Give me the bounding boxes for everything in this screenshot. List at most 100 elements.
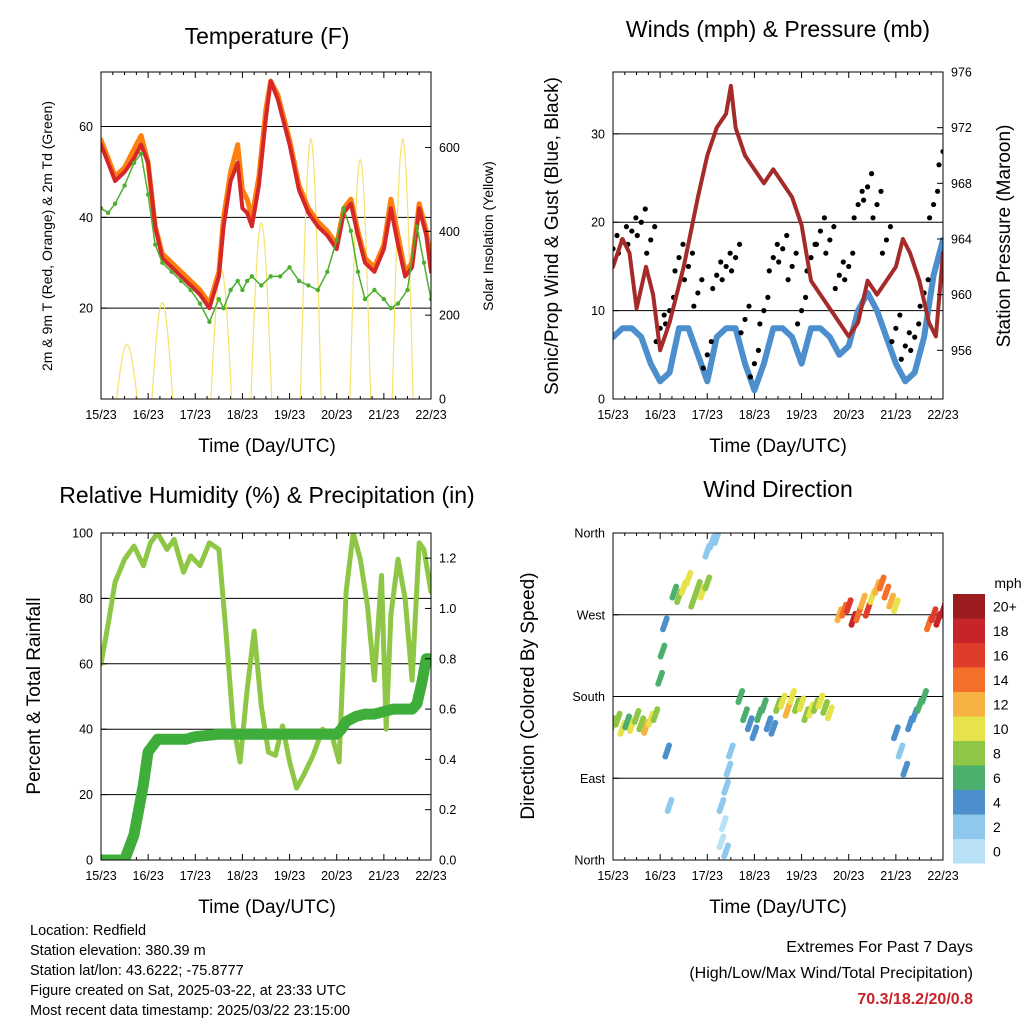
dewpoint-point xyxy=(240,287,245,293)
gust-point xyxy=(813,241,820,247)
gust-point xyxy=(672,268,678,274)
direction-title: Wind Direction xyxy=(703,476,853,502)
precip-line xyxy=(101,653,431,860)
insolation-line xyxy=(250,221,273,399)
gust-point xyxy=(736,241,743,247)
temperature-y2tick-label: 0 xyxy=(439,393,446,407)
gust-point xyxy=(855,201,861,208)
colorbar-swatch xyxy=(953,618,985,643)
temperature-xtick-label: 18/23 xyxy=(227,408,258,422)
dewpoint-point xyxy=(169,269,174,275)
direction-point xyxy=(722,815,729,822)
gust-point xyxy=(940,148,943,155)
humidity-panel: Relative Humidity (%) & Precipitation (i… xyxy=(24,482,475,918)
dewpoint-point xyxy=(395,301,401,306)
temperature-ylabel: 2m & 9m T (Red, Orange) & 2m Td (Green) xyxy=(39,101,55,371)
dewpoint-point xyxy=(178,278,184,284)
colorbar-label: 0 xyxy=(993,843,1001,859)
gust-point xyxy=(817,228,824,234)
dewpoint-point xyxy=(131,160,137,166)
direction-ytick-label: South xyxy=(572,690,605,704)
gust-point xyxy=(613,246,616,252)
gust-point xyxy=(776,259,782,265)
direction-xtick-label: 17/23 xyxy=(692,869,723,883)
winds-xtick-label: 21/23 xyxy=(880,408,911,422)
colorbar-title: mph xyxy=(994,575,1021,591)
temperature-ytick-label: 20 xyxy=(79,302,93,316)
humidity-ytick-label: 40 xyxy=(79,723,93,737)
dewpoint-point xyxy=(405,287,410,293)
gust-point xyxy=(689,250,696,256)
temperature-y2tick-label: 600 xyxy=(439,141,460,155)
humidity-xtick-label: 16/23 xyxy=(133,869,164,883)
humidity-xtick-label: 15/23 xyxy=(85,869,116,883)
direction-point xyxy=(828,704,835,711)
winds-xtick-label: 20/23 xyxy=(833,408,864,422)
gust-point xyxy=(738,330,744,336)
gust-point xyxy=(629,228,635,234)
winds-y2label: Station Pressure (Maroon) xyxy=(994,125,1015,348)
gust-point xyxy=(864,184,871,190)
gust-point xyxy=(842,277,848,283)
humidity-y2tick-label: 1.0 xyxy=(439,602,456,616)
gust-point xyxy=(883,237,890,243)
dewpoint-point xyxy=(277,274,283,279)
direction-point xyxy=(696,579,703,586)
dewpoint-point xyxy=(287,265,292,270)
humidity-xtick-label: 21/23 xyxy=(368,869,399,883)
direction-point xyxy=(890,592,897,599)
winds-y2tick-label: 960 xyxy=(951,288,972,302)
gust-point xyxy=(868,171,875,177)
colorbar-swatch xyxy=(953,839,985,864)
gust-point xyxy=(652,224,658,230)
dewpoint-point xyxy=(160,260,165,265)
gust-point xyxy=(728,268,735,274)
winds-ytick-label: 0 xyxy=(598,393,605,407)
direction-point xyxy=(904,760,911,767)
gust-point xyxy=(785,277,791,283)
direction-point xyxy=(880,574,887,581)
gust-point xyxy=(912,334,918,340)
gust-point xyxy=(808,254,814,261)
direction-point xyxy=(885,583,892,590)
temperature-panel: Temperature (F) Time (Day/UTC) 2m & 9m T (… xyxy=(39,23,496,457)
direction-point xyxy=(753,724,760,731)
station-info: Location: Redfield Station elevation: 38… xyxy=(30,921,350,1021)
dewpoint-point xyxy=(221,305,226,311)
direction-point xyxy=(894,597,901,604)
gust-point xyxy=(774,241,780,247)
direction-point xyxy=(932,606,939,613)
direction-point xyxy=(661,642,668,649)
direction-point xyxy=(772,719,779,726)
winds-y2tick-label: 956 xyxy=(951,344,972,358)
winds-xtick-label: 15/23 xyxy=(597,408,628,422)
gust-point xyxy=(832,285,838,292)
dewpoint-point xyxy=(296,278,302,284)
gust-point xyxy=(878,188,884,194)
dewpoint-point xyxy=(428,296,431,302)
humidity-title: Relative Humidity (%) & Precipitation (i… xyxy=(59,482,474,508)
gust-point xyxy=(794,321,801,327)
extremes-values: 70.3/18.2/20/0.8 xyxy=(857,991,973,1008)
dewpoint-point xyxy=(362,296,368,302)
humidity-xtick-label: 22/23 xyxy=(415,869,446,883)
gust-point xyxy=(898,356,904,362)
direction-xtick-label: 18/23 xyxy=(739,869,770,883)
colorbar-swatch xyxy=(953,716,985,741)
colorbar-label: 2 xyxy=(993,819,1001,835)
temperature-y2tick-label: 200 xyxy=(439,309,460,323)
direction-point xyxy=(715,533,722,536)
winds-xlabel: Time (Day/UTC) xyxy=(709,436,847,457)
direction-point xyxy=(923,688,930,695)
gust-point xyxy=(723,263,729,270)
gust-point xyxy=(755,347,762,353)
humidity-xtick-label: 18/23 xyxy=(227,869,258,883)
direction-xtick-label: 21/23 xyxy=(880,869,911,883)
gust-point xyxy=(761,308,767,314)
gust-point xyxy=(823,250,829,256)
colorbar-label: 10 xyxy=(993,721,1009,737)
gust-point xyxy=(831,224,837,230)
humidity-xtick-label: 20/23 xyxy=(321,869,352,883)
direction-point xyxy=(743,706,750,713)
direction-point xyxy=(725,842,732,849)
